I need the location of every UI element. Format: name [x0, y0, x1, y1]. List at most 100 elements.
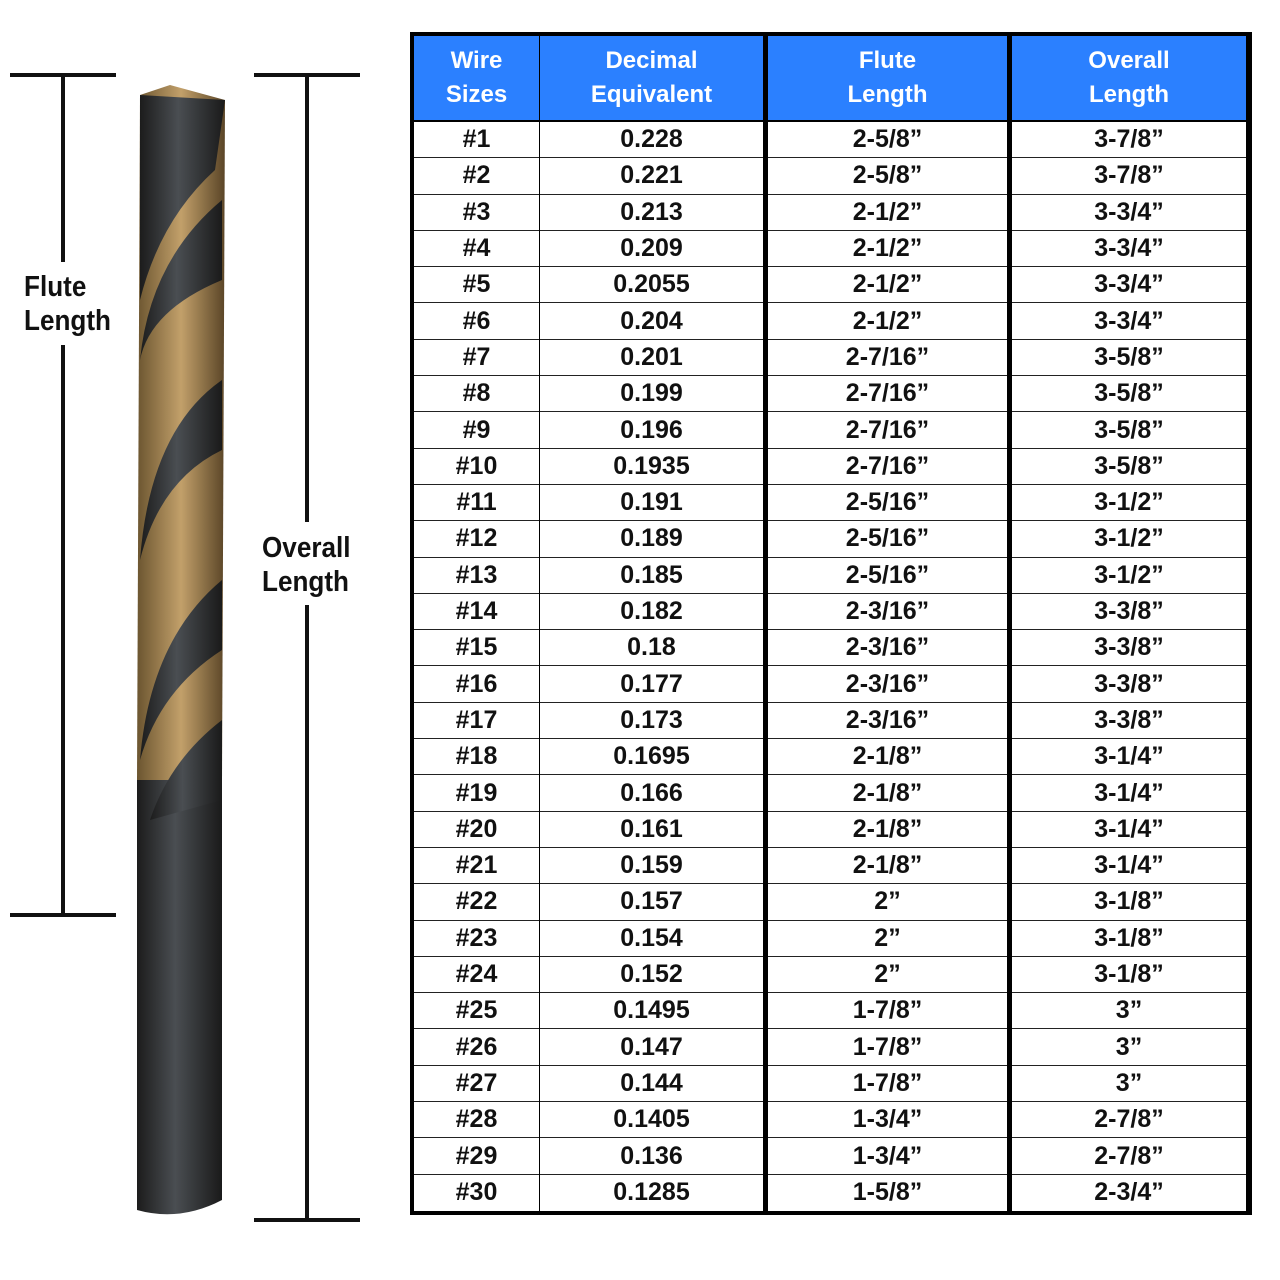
cell-flute-length: 2-1/8” [768, 848, 1007, 885]
cell-flute-length: 2-1/2” [768, 231, 1007, 268]
header-text: Wire [450, 47, 503, 74]
cell-flute-length: 1-3/4” [768, 1102, 1007, 1139]
cell-overall-length: 3-5/8” [1012, 340, 1246, 377]
cell-flute-length: 2-5/16” [768, 521, 1007, 558]
header-wire-size: Wire Sizes [414, 36, 539, 120]
cell-wire-size: #17 [414, 703, 539, 740]
wire-size-chart-table: Wire Sizes Decimal Equivalent Flute Length Ove… [410, 32, 1252, 1215]
cell-wire-size: #30 [455, 1178, 498, 1207]
cell-flute-length: 2-5/16” [768, 558, 1007, 594]
cell-wire-size: #15 [414, 630, 539, 667]
cell-overall-length: 3-1/4” [1012, 812, 1246, 848]
cell-decimal-equivalent: 0.191 [540, 485, 763, 522]
header-decimal-equivalent: Decimal Equivalent [540, 36, 763, 120]
cell-flute-length: 2-3/16” [768, 630, 1007, 667]
cell-overall-length: 3-1/8” [1012, 884, 1246, 921]
cell-flute-length: 2-1/8” [768, 739, 1007, 776]
cell-wire-size: #9 [414, 412, 539, 449]
cell-overall-length: 3” [1012, 1066, 1246, 1103]
cell-overall-length: 3-1/4” [1012, 739, 1246, 776]
cell-wire-size: #19 [414, 775, 539, 812]
cell-overall-length: 3-1/2” [1012, 558, 1246, 594]
label-line: Flute [24, 271, 87, 303]
cell-decimal-equivalent: 0.221 [540, 158, 763, 195]
cell-wire-size: #21 [414, 848, 539, 885]
label-line: Length [262, 566, 349, 598]
cell-wire-size: #14 [414, 594, 539, 631]
cell-overall-length: 3” [1012, 993, 1246, 1030]
cell-decimal-equivalent: 0.1405 [540, 1102, 763, 1139]
cell-flute-length: 2-1/8” [768, 775, 1007, 812]
header-text: Flute [858, 47, 917, 74]
cell-decimal-equivalent: 0.154 [540, 921, 763, 957]
cell-flute-length: 1-7/8” [768, 1030, 1007, 1066]
header-overall-length: Overall Length [1012, 36, 1246, 120]
cell-flute-length: 1-7/8” [768, 993, 1007, 1030]
drill-shank [137, 780, 222, 1215]
cell-decimal-equivalent: 0.2055 [540, 267, 763, 304]
cell-decimal-equivalent: 0.166 [540, 775, 763, 812]
cell-decimal-equivalent: 0.152 [540, 957, 763, 994]
cell-decimal-equivalent: 0.199 [540, 376, 763, 413]
column-flute-length: 2-5/8” 2-5/8” 2-1/2” 2-1/2” 2-1/2” 2-1/2” 2-7/… [768, 122, 1007, 1211]
cell-decimal-equivalent: 0.196 [540, 412, 763, 449]
cell-wire-size: #25 [414, 993, 539, 1030]
drill-bit-illustration [10, 73, 360, 1222]
cell-decimal-equivalent: 0.189 [540, 521, 763, 558]
cell-wire-size: #13 [414, 558, 539, 594]
cell-overall-length: 3-7/8” [1012, 158, 1246, 195]
label-line: Overall [262, 532, 351, 564]
cell-overall-length: 3-3/8” [1012, 594, 1246, 631]
cell-wire-size: #2 [414, 158, 539, 195]
overall-length-label: Overall Length [262, 531, 351, 599]
cell-wire-size: #10 [414, 449, 539, 485]
column-decimal-equivalent: 0.228 0.221 0.213 0.209 0.2055 0.204 0.201 0.19… [540, 122, 763, 1211]
helix-grooves [140, 95, 225, 820]
cell-decimal-equivalent: 0.1495 [540, 993, 763, 1030]
cell-flute-length: 1-7/8” [768, 1066, 1007, 1103]
cell-overall-length: 2-7/8” [1012, 1138, 1246, 1175]
cell-overall-length: 2-7/8” [1012, 1102, 1246, 1139]
cell-decimal-equivalent: 0.159 [540, 848, 763, 885]
cell-overall-length: 3-3/8” [1012, 667, 1246, 703]
cell-wire-size: #27 [414, 1066, 539, 1103]
cell-overall-length: 3-5/8” [1012, 412, 1246, 449]
cell-flute-length: 2” [768, 884, 1007, 921]
cell-flute-length: 2-5/16” [768, 485, 1007, 522]
cell-wire-size: #18 [414, 739, 539, 776]
cell-overall-length: 3-3/4” [1012, 304, 1246, 340]
cell-wire-size: #29 [414, 1138, 539, 1175]
cell-flute-length: 1-3/4” [768, 1138, 1007, 1175]
cell-overall-length: 2-3/4” [1094, 1178, 1164, 1207]
cell-decimal-equivalent: 0.182 [540, 594, 763, 631]
cell-flute-length: 2-3/16” [768, 667, 1007, 703]
cell-overall-length: 3-3/4” [1012, 231, 1246, 268]
cell-wire-size: #11 [414, 485, 539, 522]
header-text: Length [847, 81, 928, 108]
cell-decimal-equivalent: 0.204 [540, 304, 763, 340]
cell-overall-length: 3-1/8” [1012, 921, 1246, 957]
cell-flute-length: 2-1/8” [768, 812, 1007, 848]
cell-decimal-equivalent: 0.1285 [613, 1178, 690, 1207]
cell-decimal-equivalent: 0.161 [540, 812, 763, 848]
cell-flute-length: 2-3/16” [768, 703, 1007, 740]
cell-overall-length: 3” [1012, 1030, 1246, 1066]
cell-wire-size: #16 [414, 667, 539, 703]
cell-wire-size: #4 [414, 231, 539, 268]
cell-decimal-equivalent: 0.157 [540, 884, 763, 921]
cell-flute-length: 2-7/16” [768, 376, 1007, 413]
cell-flute-length: 1-5/8” [852, 1178, 923, 1207]
cell-flute-length: 2-1/2” [768, 304, 1007, 340]
cell-wire-size: #6 [414, 304, 539, 340]
cell-wire-size: #3 [414, 195, 539, 231]
cell-overall-length: 3-1/2” [1012, 485, 1246, 522]
column-overall-length: 3-7/8” 3-7/8” 3-3/4” 3-3/4” 3-3/4” 3-3/4” 3-5/… [1012, 122, 1246, 1211]
header-text: Decimal [605, 47, 698, 74]
cell-flute-length: 2-7/16” [768, 412, 1007, 449]
header-text: Sizes [445, 81, 508, 108]
cell-overall-length: 3-3/4” [1012, 195, 1246, 231]
cell-overall-length: 3-3/8” [1012, 703, 1246, 740]
cell-overall-length: 3-7/8” [1012, 122, 1246, 159]
cell-flute-length: 2-5/8” [768, 122, 1007, 159]
cell-overall-length: 3-5/8” [1012, 376, 1246, 413]
